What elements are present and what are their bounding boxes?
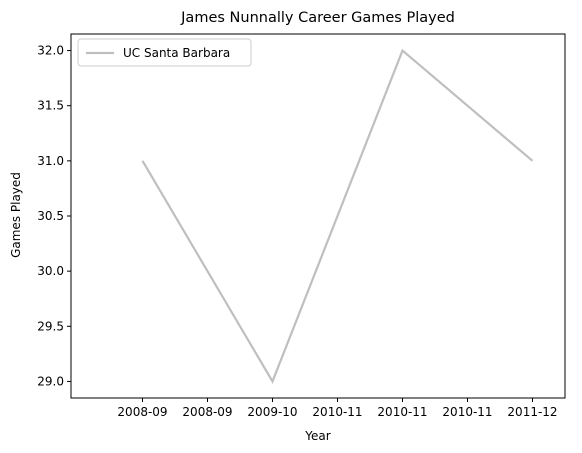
plot-area: 2008-09 2008-09 2009-10 2010-11 2010-11 2010-…: [37, 33, 566, 419]
y-axis-label: Games Played: [9, 172, 23, 258]
x-tick-label: 2008-09: [182, 405, 232, 419]
x-tick-label: 2010-11: [442, 405, 492, 419]
y-tick-label: 32.0: [37, 44, 64, 58]
y-tick-label: 30.0: [37, 264, 64, 278]
x-tick-label: 2009-10: [247, 405, 297, 419]
legend: UC Santa Barbara: [77, 38, 252, 67]
series-line: [141, 48, 534, 384]
x-tick-label: 2010-11: [312, 405, 362, 419]
chart-title: James Nunnally Career Games Played: [180, 10, 455, 26]
plot-frame: [70, 33, 566, 399]
legend-label: UC Santa Barbara: [123, 46, 230, 60]
legend-box: [77, 38, 252, 67]
x-tick-label: 2008-09: [117, 405, 167, 419]
y-tick-label: 30.5: [37, 209, 64, 223]
x-tick-label: 2011-12: [507, 405, 557, 419]
x-axis-label: Year: [304, 429, 330, 443]
y-tick-label: 31.0: [37, 154, 64, 168]
y-tick-label: 31.5: [37, 99, 64, 113]
y-tick-label: 29.0: [37, 374, 64, 388]
x-tick-label: 2010-11: [377, 405, 427, 419]
y-tick-label: 29.5: [37, 319, 64, 333]
